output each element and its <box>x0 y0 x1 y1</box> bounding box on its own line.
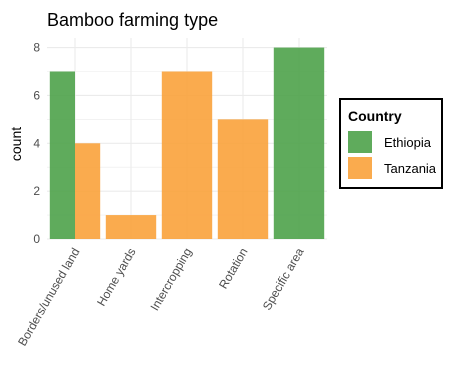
legend-swatch-tanzania <box>348 157 372 179</box>
y-tick-label-6: 6 <box>33 88 40 102</box>
y-tick-label-2: 2 <box>33 184 40 198</box>
y-axis-title: count <box>8 127 24 161</box>
x-tick-label-home-yards: Home yards <box>94 246 138 309</box>
legend: Country Ethiopia Tanzania <box>339 98 443 189</box>
y-tick-label-0: 0 <box>33 232 40 246</box>
x-tick-label-specific-area: Specific area <box>260 245 307 312</box>
legend-title: Country <box>348 108 402 124</box>
x-tick-label-intercropping: Intercropping <box>147 246 194 314</box>
bar-tanzania-borders-unused-land <box>75 143 101 239</box>
legend-label-tanzania: Tanzania <box>384 161 437 176</box>
x-tick-label-borders-unused-land: Borders/unused land <box>15 246 82 349</box>
chart-title: Bamboo farming type <box>47 10 218 30</box>
legend-label-ethiopia: Ethiopia <box>384 135 432 150</box>
bar-ethiopia-specific-area <box>273 47 325 240</box>
legend-swatch-ethiopia <box>348 131 372 153</box>
x-tick-label-rotation: Rotation <box>216 246 250 292</box>
bar-tanzania-home-yards <box>105 215 157 239</box>
y-tick-label-8: 8 <box>33 41 40 55</box>
bar-layer <box>49 47 325 240</box>
bar-tanzania-rotation <box>217 119 269 239</box>
bar-ethiopia-borders-unused-land <box>49 71 75 239</box>
bar-tanzania-intercropping <box>161 71 213 239</box>
y-tick-label-4: 4 <box>33 136 40 150</box>
